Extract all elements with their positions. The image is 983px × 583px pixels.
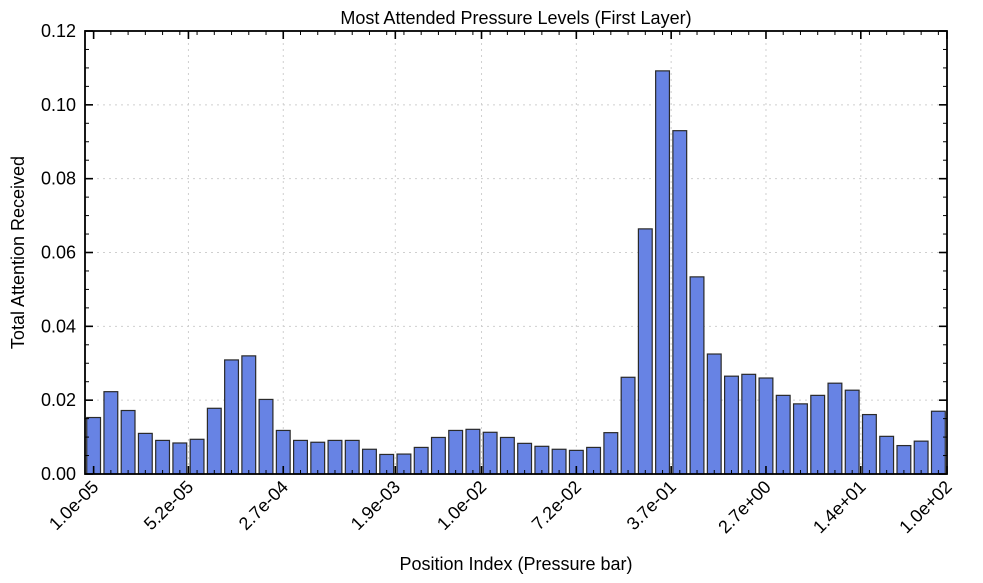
y-tick-label: 0.12 [41, 21, 76, 41]
x-tick-label: 1.0e-02 [433, 477, 490, 534]
bar [517, 442, 533, 475]
bar [310, 441, 326, 475]
bar [206, 407, 222, 475]
bar [120, 409, 136, 475]
bar [430, 436, 446, 475]
bar [344, 439, 360, 475]
x-tick-label: 1.4e+01 [809, 477, 870, 538]
bar [499, 436, 515, 475]
bar [792, 403, 808, 475]
y-axis-label: Total Attention Received [8, 156, 28, 349]
y-tick-label: 0.02 [41, 390, 76, 410]
bar [189, 438, 205, 475]
bar [827, 382, 843, 475]
x-tick-label: 1.0e+02 [895, 477, 956, 538]
bar [758, 377, 774, 475]
y-tick-label: 0.08 [41, 169, 76, 189]
x-tick-label: 2.7e-04 [235, 477, 292, 534]
x-tick-label: 1.0e-05 [45, 477, 102, 534]
x-tick-label: 2.7e+00 [714, 477, 775, 538]
bar [103, 391, 119, 475]
chart-title: Most Attended Pressure Levels (First Lay… [340, 8, 691, 28]
bar [672, 130, 688, 475]
bar [896, 444, 912, 475]
ticks-layer [85, 30, 948, 475]
bar [327, 439, 343, 475]
bar [137, 432, 153, 475]
bar [258, 398, 274, 475]
bar [534, 445, 550, 475]
bars-layer [86, 70, 946, 475]
bar [706, 353, 722, 475]
bar [620, 376, 636, 475]
bar [155, 439, 171, 475]
bar [775, 394, 791, 475]
y-tick-label: 0.10 [41, 95, 76, 115]
x-tick-label: 1.9e-03 [347, 477, 404, 534]
bar [810, 394, 826, 475]
grid-layer [85, 31, 947, 474]
x-tick-label: 7.2e-02 [528, 477, 585, 534]
bar [879, 435, 895, 475]
x-axis-label: Position Index (Pressure bar) [399, 554, 632, 574]
bar [603, 432, 619, 475]
bar [86, 416, 102, 475]
bar [241, 355, 257, 475]
bar [655, 70, 671, 475]
bar [637, 228, 653, 475]
bar [465, 428, 481, 475]
bar [482, 431, 498, 475]
y-tick-label: 0.06 [41, 243, 76, 263]
bar [930, 410, 946, 475]
bar [224, 359, 240, 475]
y-tick-label: 0.00 [41, 464, 76, 484]
bar [172, 442, 188, 475]
bar [293, 439, 308, 475]
bar [844, 389, 860, 475]
x-tick-label: 5.2e-05 [140, 477, 197, 534]
x-tick-label: 3.7e-01 [623, 477, 680, 534]
bar [861, 413, 877, 475]
bar [724, 375, 739, 475]
bar [913, 440, 929, 475]
bar [448, 429, 464, 475]
bar [741, 373, 757, 475]
y-tick-label: 0.04 [41, 316, 76, 336]
bar [689, 276, 705, 475]
